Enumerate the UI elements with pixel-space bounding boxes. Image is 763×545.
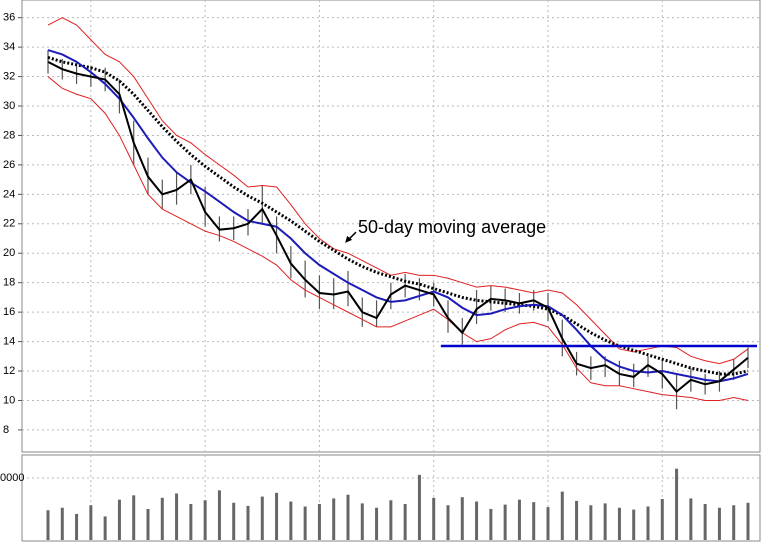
arrow-head — [345, 235, 353, 243]
series-line — [47, 76, 749, 401]
volume-bar — [132, 495, 136, 540]
y-tick-label: 22 — [3, 218, 15, 230]
y-tick-label: 24 — [3, 188, 15, 200]
volume-bar — [660, 499, 664, 540]
price-panel — [21, 0, 761, 453]
y-tick-label: 8 — [3, 424, 9, 436]
volume-bar — [517, 499, 521, 540]
volume-bar — [560, 491, 564, 540]
volume-bar — [732, 505, 736, 540]
volume-bar — [460, 497, 464, 540]
y-tick-label: 18 — [3, 277, 15, 289]
volume-bar — [689, 498, 693, 540]
volume-bar — [75, 513, 79, 540]
volume-bar — [617, 507, 621, 540]
volume-bar — [375, 507, 379, 540]
volume-bar — [717, 507, 721, 540]
volume-bar — [746, 502, 750, 540]
y-tick-label: 26 — [3, 159, 15, 171]
y-tick-label: 10 — [3, 394, 15, 406]
volume-bar — [303, 506, 307, 540]
volume-bar — [546, 507, 550, 540]
series-line — [47, 55, 749, 376]
y-tick-label: 0000 — [0, 472, 24, 484]
volume-bar — [432, 497, 436, 540]
y-tick-label: 32 — [3, 70, 15, 82]
volume-bar — [417, 474, 421, 540]
y-tick-label: 28 — [3, 129, 15, 141]
volume-bar — [117, 499, 121, 540]
volume-bar — [475, 501, 479, 540]
volume-bar — [160, 497, 164, 540]
volume-bar — [675, 468, 679, 540]
y-tick-label: 12 — [3, 365, 15, 377]
y-tick-label: 30 — [3, 100, 15, 112]
volume-bar — [246, 505, 250, 540]
volume-bar — [89, 505, 93, 540]
volume-bar — [446, 505, 450, 540]
y-tick-label: 16 — [3, 306, 15, 318]
volume-bar — [389, 500, 393, 540]
series-line — [47, 17, 749, 365]
volume-bar — [489, 508, 493, 540]
volume-bar — [289, 501, 293, 540]
y-tick-label: 20 — [3, 247, 15, 259]
volume-bar — [232, 502, 236, 540]
volume-bar — [646, 506, 650, 540]
volume-bar — [632, 509, 636, 540]
volume-panel — [21, 454, 761, 542]
annotation: 50-day moving average — [358, 217, 546, 237]
volume-bar — [317, 504, 321, 540]
volume-bar — [360, 503, 364, 540]
volume-bar — [217, 490, 221, 540]
volume-bar — [603, 503, 607, 540]
volume-bar — [60, 507, 64, 540]
volume-bar — [332, 498, 336, 540]
volume-bar — [189, 504, 193, 540]
y-tick-label: 14 — [3, 335, 15, 347]
volume-bar — [275, 492, 279, 540]
volume-bar — [46, 510, 50, 540]
series-line — [47, 49, 749, 383]
volume-bar — [146, 508, 150, 540]
series-line — [47, 60, 749, 394]
volume-bar — [703, 504, 707, 540]
volume-bar — [346, 494, 350, 540]
volume-bar — [403, 504, 407, 540]
y-tick-label: 36 — [3, 12, 15, 24]
volume-bar — [203, 500, 207, 540]
volume-bar — [503, 504, 507, 540]
volume-bar — [589, 505, 593, 540]
volume-bar — [532, 502, 536, 540]
volume-bar — [103, 516, 107, 540]
volume-bar — [175, 493, 179, 540]
volume-bar — [575, 500, 579, 540]
y-tick-label: 34 — [3, 41, 15, 53]
volume-bar — [260, 496, 264, 540]
